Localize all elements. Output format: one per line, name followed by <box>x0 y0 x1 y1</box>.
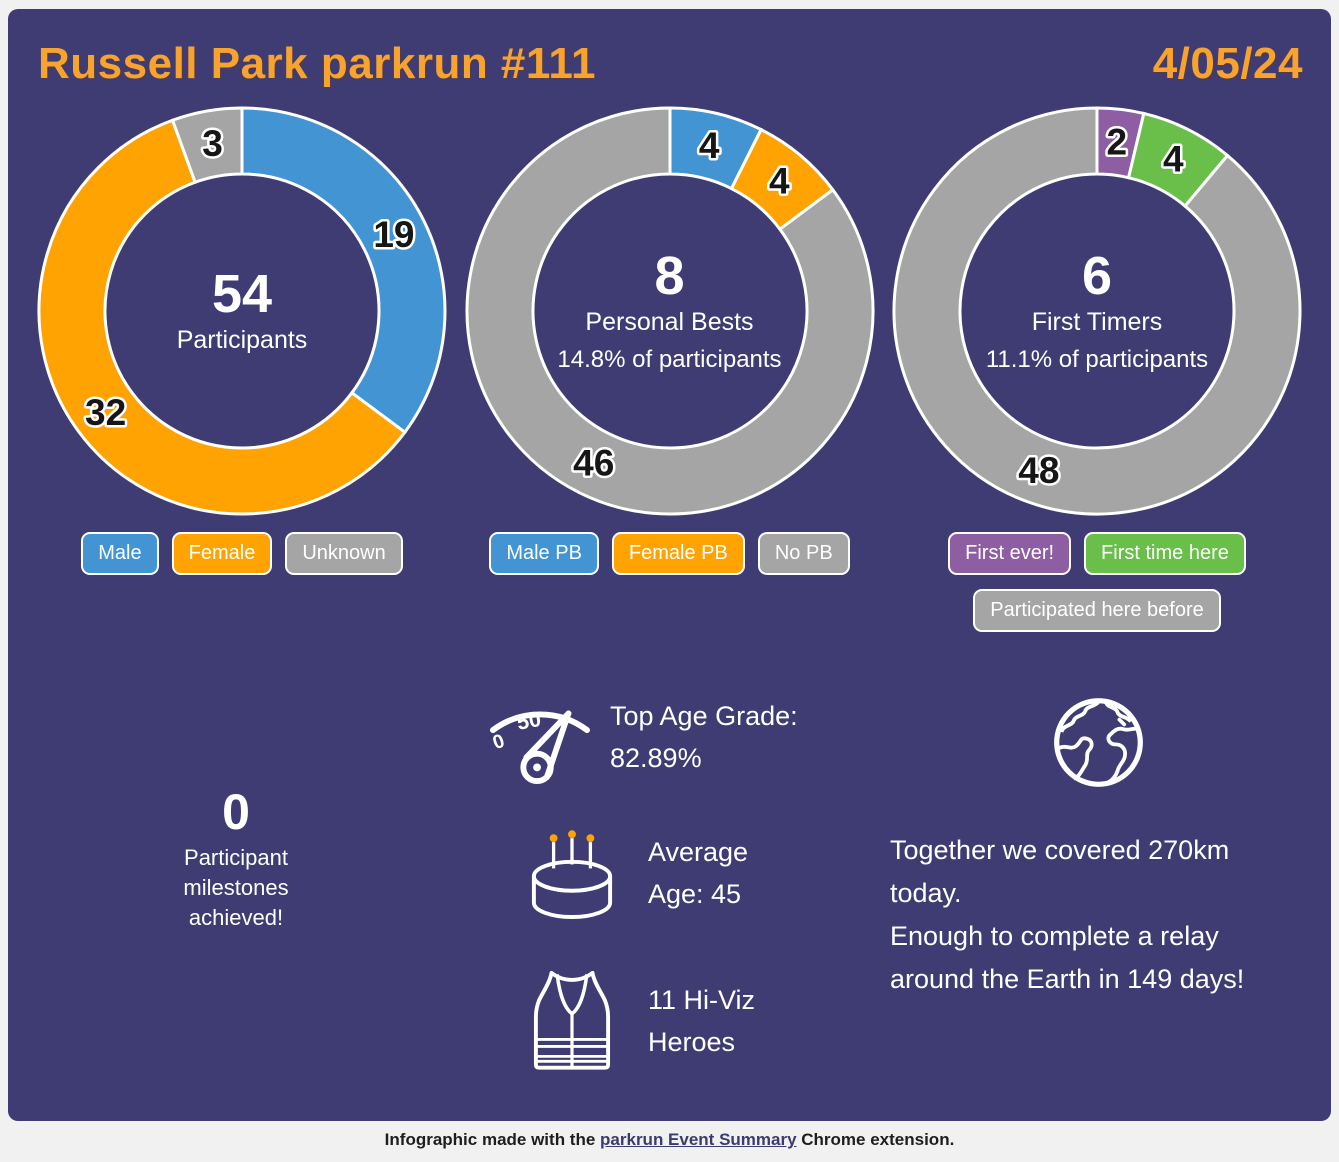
footer: Infographic made with the parkrun Event … <box>0 1121 1339 1162</box>
legend-first-time-here[interactable]: First time here <box>1084 532 1246 575</box>
legend-female[interactable]: Female <box>171 532 273 575</box>
footer-text-suffix: Chrome extension. <box>796 1130 955 1149</box>
svg-text:0: 0 <box>490 730 508 754</box>
personal-bests-donut-chart: 4 4 46 <box>465 106 874 516</box>
slice-value-male-pb: 4 <box>698 125 719 166</box>
first-timers-legend: First ever! First time here Participated h… <box>897 532 1297 632</box>
donut-slice-participated-here-before <box>892 106 1302 516</box>
event-date: 4/05/24 <box>1152 39 1303 88</box>
first-timers-donut-wrap: 2 4 48 6 First Timers 11.1% of participant… <box>889 103 1305 519</box>
age-grade-gauge-icon: 0 50 <box>486 687 594 787</box>
svg-text:50: 50 <box>515 706 543 735</box>
legend-male-pb[interactable]: Male PB <box>489 532 599 575</box>
donut-slice-no-pb <box>465 106 874 516</box>
milestones-label: Participant milestones achieved! <box>183 845 289 930</box>
chart-participants: 19 32 3 54 Participants Male Female Unknown <box>32 103 452 632</box>
distance-line-2: Enough to complete a relay around the Ea… <box>890 921 1245 994</box>
distance-summary: Together we covered 270km today. Enough … <box>890 829 1304 1001</box>
slice-value-female: 32 <box>85 392 126 433</box>
page: Russell Park parkrun #111 4/05/24 19 32 3 … <box>0 9 1339 1162</box>
milestones-block: 0 Participant milestones achieved! <box>32 687 440 933</box>
chart-first-timers: 2 4 48 6 First Timers 11.1% of participant… <box>887 103 1307 632</box>
slice-value-female-pb: 4 <box>768 160 789 201</box>
legend-unknown[interactable]: Unknown <box>285 532 403 575</box>
hi-viz-vest-icon <box>526 961 618 1081</box>
earth-globe-icon <box>1051 698 1146 794</box>
milestones-count: 0 <box>222 784 250 840</box>
donut-slice-male <box>240 106 447 435</box>
legend-participated-here-before[interactable]: Participated here before <box>973 589 1221 632</box>
participants-donut-chart: 19 32 3 <box>37 106 447 516</box>
stats-column: 0 50 Top Age Grade: 82.89% <box>440 687 888 1081</box>
personal-bests-legend: Male PB Female PB No PB <box>489 532 850 575</box>
globe-box <box>890 695 1307 795</box>
donut-slice-female <box>37 118 407 516</box>
header: Russell Park parkrun #111 4/05/24 <box>32 33 1307 89</box>
donut-slice-unknown <box>170 106 244 185</box>
distance-line-1: Together we covered 270km today. <box>890 835 1230 908</box>
distance-column: Together we covered 270km today. Enough … <box>888 687 1307 1001</box>
charts-row: 19 32 3 54 Participants Male Female Unknown … <box>32 103 1307 632</box>
average-age-text: Average Age: 45 <box>648 837 749 909</box>
legend-first-ever[interactable]: First ever! <box>948 532 1072 575</box>
slice-value-first-ever: 2 <box>1106 122 1127 163</box>
infographic-card: Russell Park parkrun #111 4/05/24 19 32 3 … <box>8 9 1331 1121</box>
average-age-row: Average Age: 45 <box>526 813 888 933</box>
slice-value-first-time-here: 4 <box>1163 139 1184 180</box>
slice-value-unknown: 3 <box>202 123 223 164</box>
personal-bests-donut-wrap: 4 4 46 8 Personal Bests 14.8% of participa… <box>462 103 878 519</box>
slice-value-participated-here-before: 48 <box>1018 450 1059 491</box>
hi-viz-text: 11 Hi-Viz Heroes <box>648 985 756 1057</box>
chart-personal-bests: 4 4 46 8 Personal Bests 14.8% of participa… <box>460 103 880 632</box>
slice-value-male: 19 <box>373 214 414 255</box>
parkrun-event-summary-link[interactable]: parkrun Event Summary <box>600 1130 797 1149</box>
footer-text-prefix: Infographic made with the <box>384 1130 601 1149</box>
hi-viz-row: 11 Hi-Viz Heroes <box>526 961 888 1081</box>
age-grade-text: Top Age Grade: 82.89% <box>610 701 798 773</box>
bottom-stats-row: 0 Participant milestones achieved! 0 50 <box>32 687 1307 1081</box>
birthday-cake-icon <box>526 813 618 933</box>
legend-no-pb[interactable]: No PB <box>757 532 850 575</box>
legend-female-pb[interactable]: Female PB <box>611 532 745 575</box>
age-grade-row: 0 50 Top Age Grade: 82.89% <box>486 687 888 787</box>
slice-value-no-pb: 46 <box>573 442 614 483</box>
event-title: Russell Park parkrun #111 <box>38 39 596 88</box>
participants-legend: Male Female Unknown <box>81 532 403 575</box>
participants-donut-wrap: 19 32 3 54 Participants <box>34 103 450 519</box>
first-timers-donut-chart: 2 4 48 <box>892 106 1302 516</box>
legend-male[interactable]: Male <box>81 532 159 575</box>
